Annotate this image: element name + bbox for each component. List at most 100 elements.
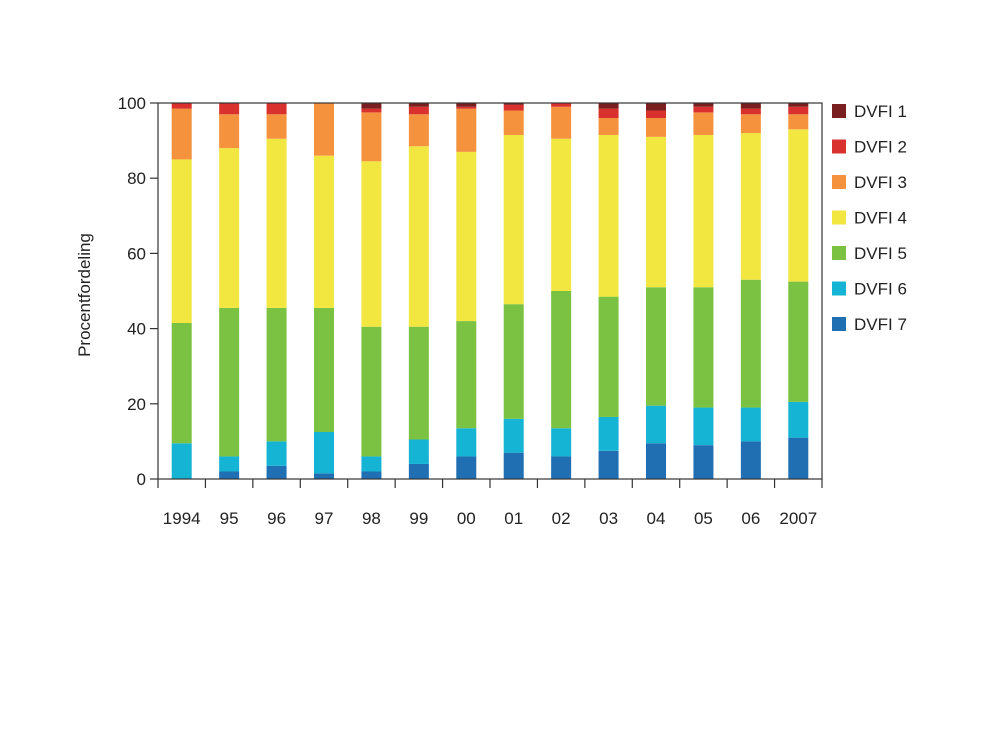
bar-segment-dvfi-1-98 (361, 103, 382, 109)
bar-segment-dvfi-5-97 (314, 307, 334, 432)
bar-segment-dvfi-5-03 (598, 296, 619, 417)
bar-segment-dvfi-1-06 (740, 103, 761, 109)
y-tick-label: 40 (127, 320, 146, 339)
bar-segment-dvfi-3-06 (740, 114, 761, 134)
bar-segment-dvfi-1-2007 (788, 103, 809, 107)
bar-segment-dvfi-2-95 (219, 103, 240, 115)
bar-segment-dvfi-3-1994 (171, 108, 192, 160)
bar-segment-dvfi-6-00 (456, 428, 477, 457)
bar-segment-dvfi-6-06 (740, 407, 761, 442)
bar-segment-dvfi-3-2007 (788, 114, 809, 130)
bar-segment-dvfi-5-96 (266, 307, 287, 442)
bar-segment-dvfi-7-05 (693, 445, 714, 479)
bar-segment-dvfi-6-02 (551, 428, 572, 457)
legend-label-dvfi-6: DVFI 6 (854, 280, 907, 299)
y-tick-label: 100 (118, 94, 146, 113)
bar-segment-dvfi-7-95 (219, 471, 240, 479)
bar-segment-dvfi-3-98 (361, 112, 382, 162)
y-tick-label: 0 (137, 470, 146, 489)
x-tick-label: 96 (267, 509, 286, 528)
bar-segment-dvfi-3-05 (693, 112, 714, 135)
legend: DVFI 1 DVFI 2 DVFI 3 DVFI 4 DVFI 5 DVFI 6 DVFI… (832, 102, 907, 334)
bar-segment-dvfi-5-98 (361, 326, 382, 457)
bar-segment-dvfi-3-03 (598, 118, 619, 135)
legend-swatch-dvfi-7 (832, 317, 846, 331)
y-tick-label: 60 (127, 244, 146, 263)
bar-segment-dvfi-7-01 (503, 452, 524, 479)
bar-segment-dvfi-7-00 (456, 456, 477, 479)
bar-segment-dvfi-3-01 (503, 110, 524, 135)
x-tick-label: 98 (362, 509, 381, 528)
x-tick-label: 2007 (779, 509, 817, 528)
bar-segment-dvfi-5-99 (408, 326, 429, 440)
bar-segment-dvfi-5-06 (740, 279, 761, 408)
x-tick-label: 06 (741, 509, 760, 528)
bar-segment-dvfi-2-1994 (171, 103, 192, 109)
bar-segment-dvfi-4-00 (456, 151, 477, 322)
bar-segment-dvfi-5-01 (503, 304, 524, 419)
y-axis-title: Procentfordeling (75, 233, 94, 357)
bar-segment-dvfi-1-99 (408, 103, 429, 107)
x-tick-label: 01 (504, 509, 523, 528)
bar-segment-dvfi-3-95 (219, 114, 240, 149)
legend-label-dvfi-4: DVFI 4 (854, 209, 907, 228)
bar-segment-dvfi-1-05 (693, 103, 714, 107)
legend-label-dvfi-7: DVFI 7 (854, 315, 907, 334)
bar-segment-dvfi-7-2007 (788, 437, 809, 479)
bars-group (171, 103, 809, 479)
plot-frame (157, 102, 823, 480)
y-ticks-group: 0 20 40 60 80 100 (118, 94, 158, 489)
bar-segment-dvfi-7-97 (314, 473, 334, 479)
bar-segment-dvfi-7-02 (551, 456, 572, 479)
bar-segment-dvfi-3-97 (314, 103, 334, 156)
bar-segment-dvfi-7-98 (361, 471, 382, 479)
bar-segment-dvfi-2-99 (408, 106, 429, 115)
bar-segment-dvfi-6-05 (693, 407, 714, 446)
x-tick-label: 1994 (163, 509, 201, 528)
bar-segment-dvfi-4-97 (314, 155, 334, 308)
bar-segment-dvfi-2-96 (266, 103, 287, 115)
bar-segment-dvfi-6-96 (266, 441, 287, 466)
x-tick-label: 02 (552, 509, 571, 528)
bar-segment-dvfi-4-96 (266, 138, 287, 308)
bar-segment-dvfi-5-2007 (788, 281, 809, 402)
bar-segment-dvfi-2-03 (598, 108, 619, 119)
bar-segment-dvfi-6-01 (503, 418, 524, 453)
bar-segment-dvfi-2-04 (646, 110, 666, 119)
legend-swatch-dvfi-6 (832, 281, 846, 296)
bar-segment-dvfi-7-06 (740, 441, 761, 479)
bar-segment-dvfi-2-2007 (788, 106, 809, 115)
bar-segment-dvfi-4-05 (693, 134, 714, 288)
legend-swatch-dvfi-1 (832, 104, 846, 118)
bar-segment-dvfi-3-99 (408, 114, 429, 147)
bar-segment-dvfi-4-1994 (171, 159, 192, 323)
bar-segment-dvfi-1-00 (456, 103, 477, 107)
bar-segment-dvfi-1-03 (598, 103, 619, 109)
y-tick-label: 20 (127, 395, 146, 414)
axes-group (157, 102, 823, 480)
bar-segment-dvfi-3-00 (456, 108, 477, 152)
x-tick-label: 04 (647, 509, 666, 528)
bar-segment-dvfi-2-02 (551, 103, 572, 107)
bar-segment-dvfi-2-06 (740, 108, 761, 115)
bar-segment-dvfi-4-98 (361, 161, 382, 327)
x-tick-label: 97 (315, 509, 334, 528)
bar-segment-dvfi-5-1994 (171, 322, 192, 444)
bar-segment-dvfi-2-98 (361, 108, 382, 113)
bar-segment-dvfi-5-02 (551, 291, 572, 429)
legend-label-dvfi-5: DVFI 5 (854, 244, 907, 263)
x-tick-label: 95 (220, 509, 239, 528)
bar-segment-dvfi-5-95 (219, 307, 240, 457)
bar-segment-dvfi-4-04 (646, 136, 666, 288)
x-ticks-group: 1994 95 96 97 98 99 00 01 02 03 04 05 06 2007 (157, 479, 823, 528)
bar-segment-dvfi-4-2007 (788, 129, 809, 282)
bar-segment-dvfi-4-01 (503, 134, 524, 305)
x-tick-label: 05 (694, 509, 713, 528)
bar-segment-dvfi-1-04 (646, 103, 666, 111)
bar-segment-dvfi-4-99 (408, 146, 429, 327)
legend-swatch-dvfi-3 (832, 175, 846, 189)
bar-segment-dvfi-2-00 (456, 106, 477, 109)
x-tick-label: 00 (457, 509, 476, 528)
legend-label-dvfi-2: DVFI 2 (854, 138, 907, 157)
